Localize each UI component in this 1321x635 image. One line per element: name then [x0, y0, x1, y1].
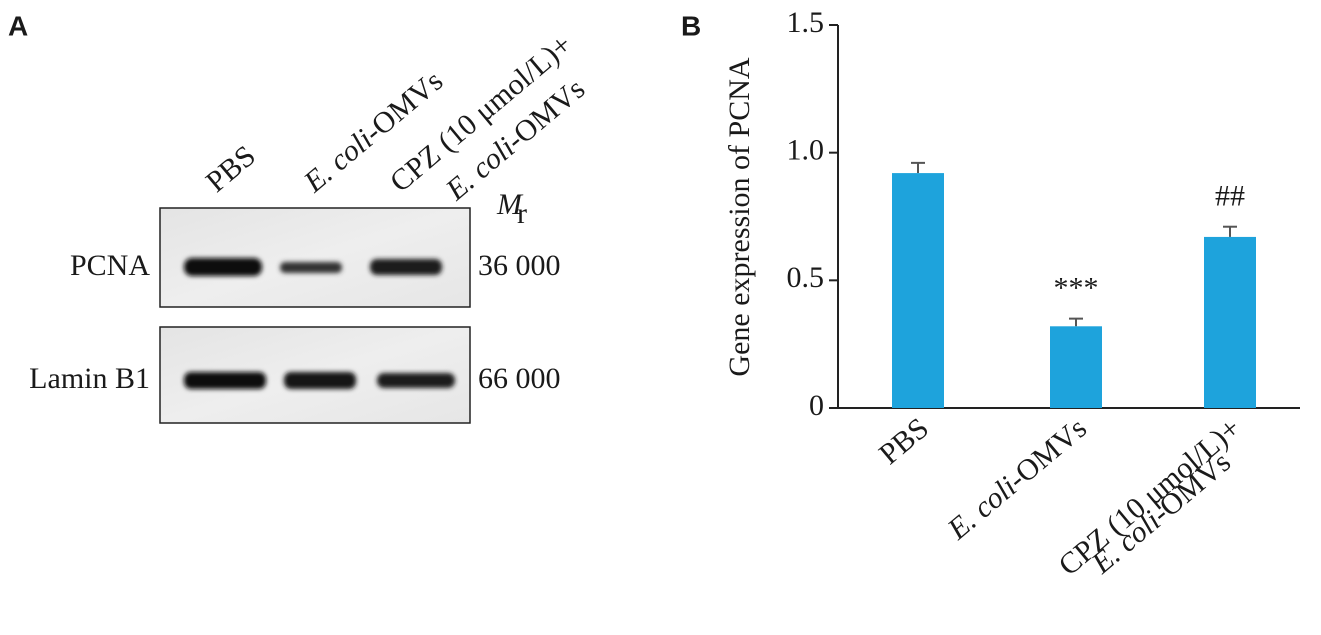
label-span: PBS [200, 139, 262, 199]
blot-frame [159, 207, 471, 308]
bar [892, 173, 944, 408]
bands [184, 258, 455, 389]
blot [159, 207, 471, 424]
y-tick-label: 1.0 [787, 134, 825, 167]
annotation: ## [1215, 180, 1245, 213]
y-axis-label: Gene expression of PCNA [723, 57, 756, 376]
y-tick-label: 1.5 [787, 6, 825, 39]
label-span: -OMVs [1001, 411, 1092, 495]
x-tick-label: E. coli-OMVs [941, 411, 1093, 546]
label-span: PBS [873, 411, 935, 471]
mr-value: 36 000 [478, 249, 561, 282]
mr-value: 66 000 [478, 362, 561, 395]
bar [1050, 326, 1102, 408]
y-tick-label: 0.5 [787, 261, 825, 294]
lane-label: PBS [200, 139, 262, 199]
row-label: PCNA [70, 249, 150, 282]
annotation: *** [1054, 272, 1099, 305]
y-tick-label: 0 [809, 389, 824, 422]
x-tick-label: PBS [873, 411, 935, 471]
mr-label: M [496, 188, 524, 221]
panel-label: A [8, 10, 28, 41]
mr-label: r [517, 197, 527, 230]
row-label: Lamin B1 [29, 362, 150, 395]
panel-label: B [681, 10, 701, 41]
bar [1204, 236, 1256, 408]
